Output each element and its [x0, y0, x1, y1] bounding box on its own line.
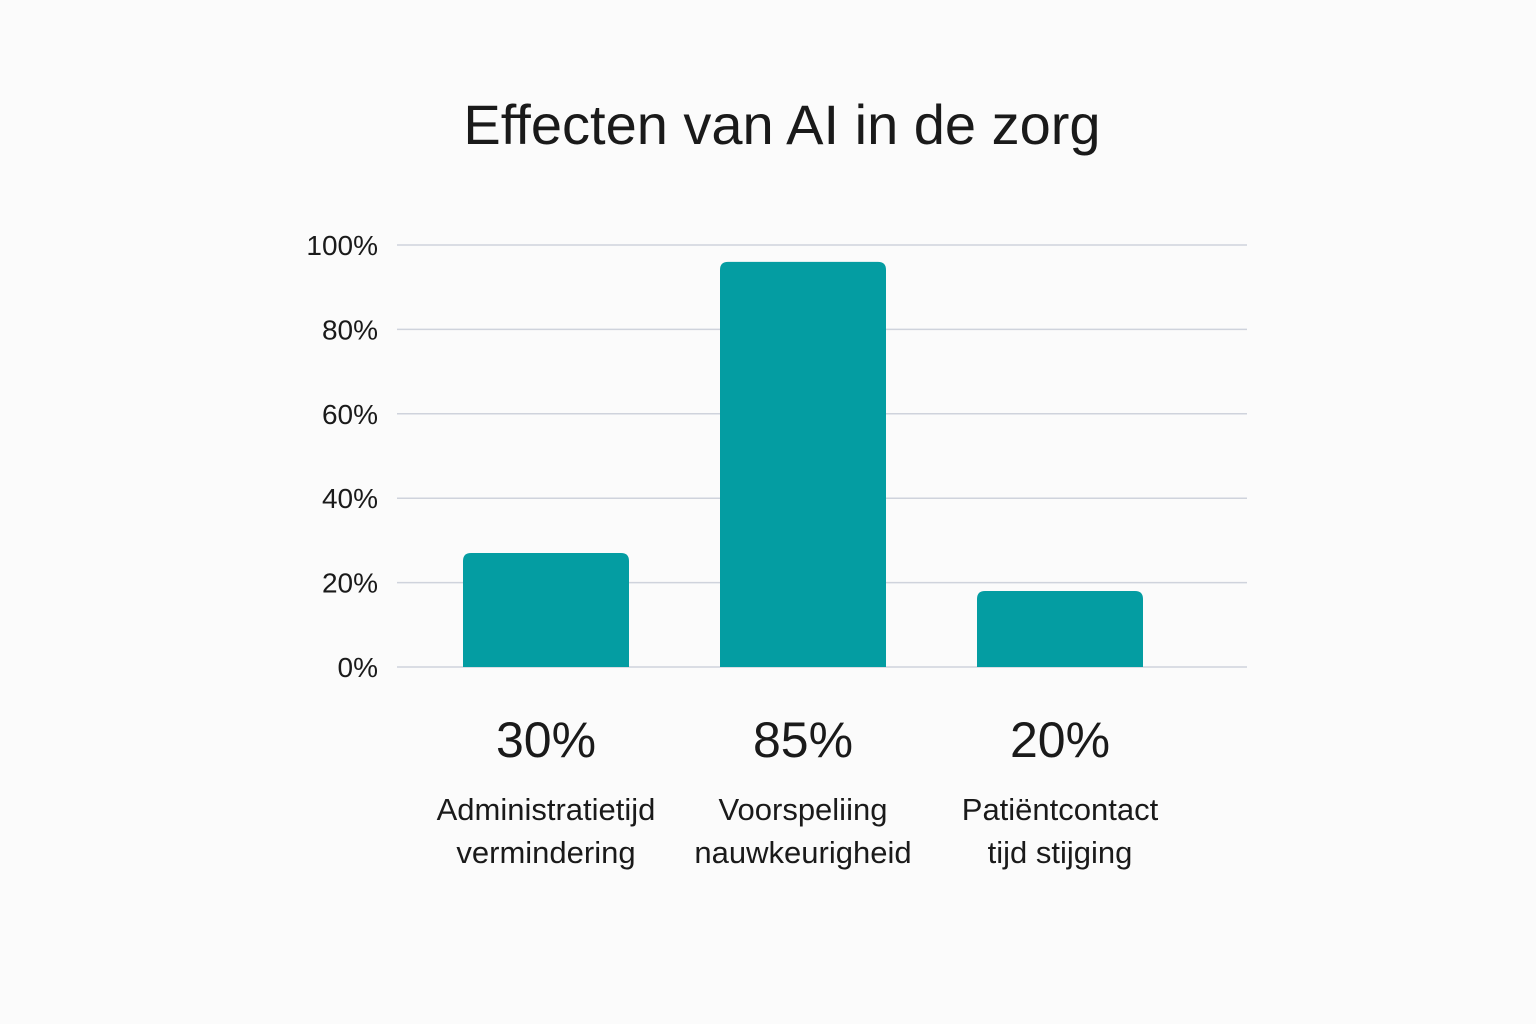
category-label: Voorspeliing: [719, 792, 888, 827]
y-tick-label: 100%: [306, 230, 378, 261]
category-label: nauwkeurigheid: [694, 835, 911, 870]
bar: [720, 261, 886, 667]
category-label: vermindering: [456, 835, 635, 870]
y-tick-label: 20%: [322, 568, 378, 599]
bars: [463, 261, 1143, 667]
category-labels: Administratietijd vermindering Voorspeliin…: [437, 792, 1159, 870]
data-label: 30%: [496, 712, 596, 768]
y-tick-label: 80%: [322, 314, 378, 345]
category-label: Administratietijd: [437, 792, 656, 827]
y-tick-label: 40%: [322, 483, 378, 514]
data-label: 85%: [753, 712, 853, 768]
y-tick-label: 0%: [338, 652, 378, 683]
y-tick-label: 60%: [322, 399, 378, 430]
category-label: Patiëntcontact: [962, 792, 1159, 827]
data-label: 20%: [1010, 712, 1110, 768]
data-labels: 30% 85% 20%: [496, 712, 1110, 768]
category-label: tijd stijging: [988, 835, 1133, 870]
bar: [977, 591, 1143, 667]
chart-title: Effecten van AI in de zorg: [463, 93, 1100, 156]
y-axis-ticks: 0% 20% 40% 60% 80% 100%: [306, 230, 378, 683]
bar: [463, 553, 629, 667]
